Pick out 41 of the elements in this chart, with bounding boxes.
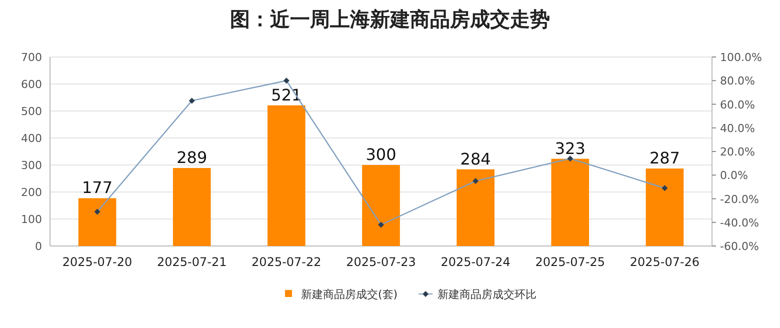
y2-tick-label: 100.0% (720, 51, 762, 64)
bar (551, 158, 590, 246)
data-label: 177 (82, 178, 113, 198)
data-label: 284 (460, 149, 491, 168)
bar (456, 169, 494, 246)
y2-tick-label: 0.0% (720, 169, 748, 182)
chart-title: 图：近一周上海新建商品房成交走势 (230, 7, 550, 31)
y-tick-label: 500 (21, 105, 42, 118)
y-tick-label: 300 (21, 159, 42, 172)
x-tick-label: 2025-07-22 (252, 255, 322, 269)
bar (268, 105, 306, 246)
legend-label: 新建商品房成交环比 (438, 288, 537, 301)
data-label: 289 (176, 148, 208, 167)
x-tick-label: 2025-07-23 (346, 255, 416, 269)
bar (78, 198, 116, 246)
bar (646, 168, 684, 246)
y2-tick-label: 20.0% (720, 146, 755, 158)
x-tick-label: 2025-07-26 (630, 255, 700, 269)
y2-tick-label: -60.0% (720, 240, 759, 253)
data-label: 300 (366, 145, 396, 164)
y2-tick-label: 40.0% (720, 122, 755, 135)
y-tick-label: 700 (21, 51, 42, 64)
y-tick-label: 200 (21, 186, 42, 199)
x-tick-label: 2025-07-21 (156, 255, 227, 269)
y-tick-label: 100 (21, 213, 42, 226)
data-label: 521 (271, 85, 302, 104)
legend-label: 新建商品房成交(套) (301, 288, 398, 301)
data-label: 287 (649, 148, 680, 168)
bar (362, 165, 400, 246)
x-tick-label: 2025-07-24 (440, 255, 510, 269)
x-tick-label: 2025-07-25 (535, 255, 606, 269)
y-tick-label: 0 (35, 240, 42, 253)
data-label: 323 (554, 138, 586, 158)
y2-tick-label: -40.0% (720, 216, 759, 230)
y-tick-label: 400 (21, 132, 42, 145)
y2-tick-label: 80.0% (720, 74, 755, 88)
y2-tick-label: 60.0% (720, 98, 755, 112)
y2-tick-label: -20.0% (720, 192, 759, 206)
x-tick-label: 2025-07-20 (62, 255, 132, 269)
bar (172, 168, 211, 246)
y-tick-label: 600 (21, 78, 42, 91)
